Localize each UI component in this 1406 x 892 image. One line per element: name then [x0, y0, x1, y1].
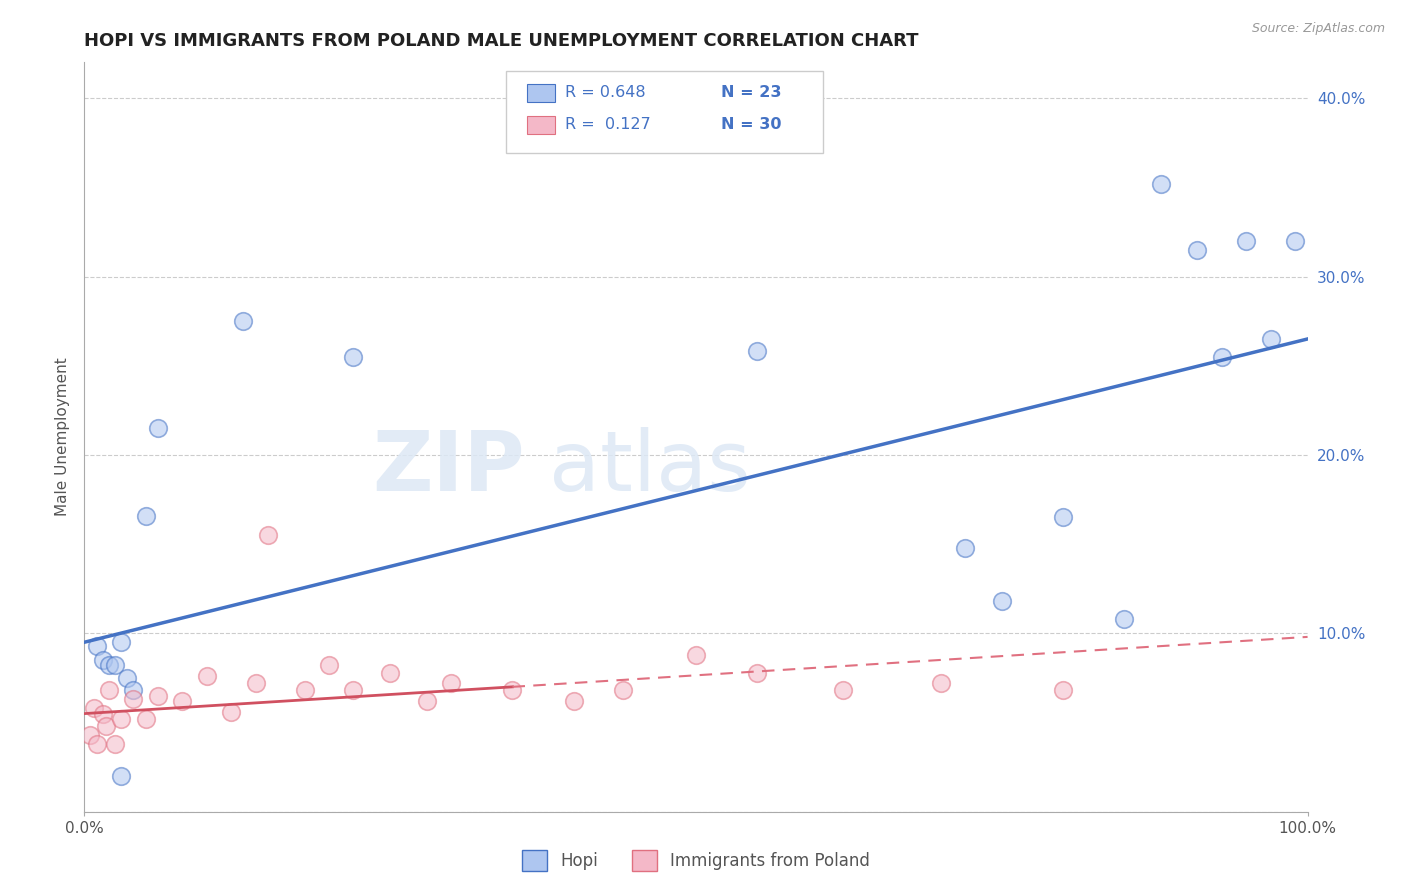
Point: [1236, 234, 1258, 248]
Point: [172, 694, 194, 708]
Point: [110, 769, 132, 783]
Point: [122, 683, 145, 698]
Point: [96, 719, 118, 733]
Point: [380, 665, 402, 680]
Point: [135, 508, 157, 523]
Point: [831, 683, 853, 698]
Point: [97, 658, 120, 673]
Point: [219, 705, 242, 719]
Point: [195, 669, 218, 683]
Point: [91, 653, 114, 667]
Point: [1114, 612, 1136, 626]
Point: [1052, 510, 1074, 524]
Point: [104, 658, 127, 673]
Point: [1150, 177, 1173, 191]
Point: [953, 541, 976, 555]
Point: [991, 594, 1014, 608]
Point: [416, 694, 439, 708]
Point: [294, 683, 316, 698]
Point: [86, 737, 108, 751]
Text: N = 30: N = 30: [721, 118, 782, 132]
Point: [562, 694, 585, 708]
Point: [110, 712, 132, 726]
Point: [318, 658, 340, 673]
Point: [612, 683, 634, 698]
Point: [747, 344, 769, 359]
Point: [146, 421, 169, 435]
Point: [104, 737, 127, 751]
Text: N = 23: N = 23: [721, 86, 782, 100]
Point: [135, 712, 157, 726]
Point: [1187, 243, 1209, 257]
Point: [245, 676, 267, 690]
Point: [83, 701, 105, 715]
Point: [929, 676, 952, 690]
Point: [685, 648, 707, 662]
Point: [342, 683, 364, 698]
Point: [502, 683, 524, 698]
Y-axis label: Male Unemployment: Male Unemployment: [55, 358, 70, 516]
Point: [342, 350, 364, 364]
Point: [115, 671, 138, 685]
Point: [97, 683, 120, 698]
Text: atlas: atlas: [550, 426, 751, 508]
Point: [86, 639, 108, 653]
Text: Source: ZipAtlas.com: Source: ZipAtlas.com: [1251, 22, 1385, 36]
Point: [747, 665, 769, 680]
Point: [1052, 683, 1074, 698]
Point: [122, 692, 145, 706]
Point: [110, 635, 132, 649]
Point: [91, 706, 114, 721]
Point: [440, 676, 463, 690]
Point: [1211, 350, 1233, 364]
Point: [1260, 332, 1282, 346]
Point: [1284, 234, 1306, 248]
Text: HOPI VS IMMIGRANTS FROM POLAND MALE UNEMPLOYMENT CORRELATION CHART: HOPI VS IMMIGRANTS FROM POLAND MALE UNEM…: [84, 32, 920, 50]
Text: R = 0.648: R = 0.648: [565, 86, 645, 100]
Point: [232, 314, 254, 328]
Point: [146, 689, 169, 703]
Point: [79, 728, 101, 742]
Text: R =  0.127: R = 0.127: [565, 118, 651, 132]
Point: [257, 528, 280, 542]
Text: ZIP: ZIP: [373, 426, 524, 508]
Legend: Hopi, Immigrants from Poland: Hopi, Immigrants from Poland: [522, 850, 870, 871]
